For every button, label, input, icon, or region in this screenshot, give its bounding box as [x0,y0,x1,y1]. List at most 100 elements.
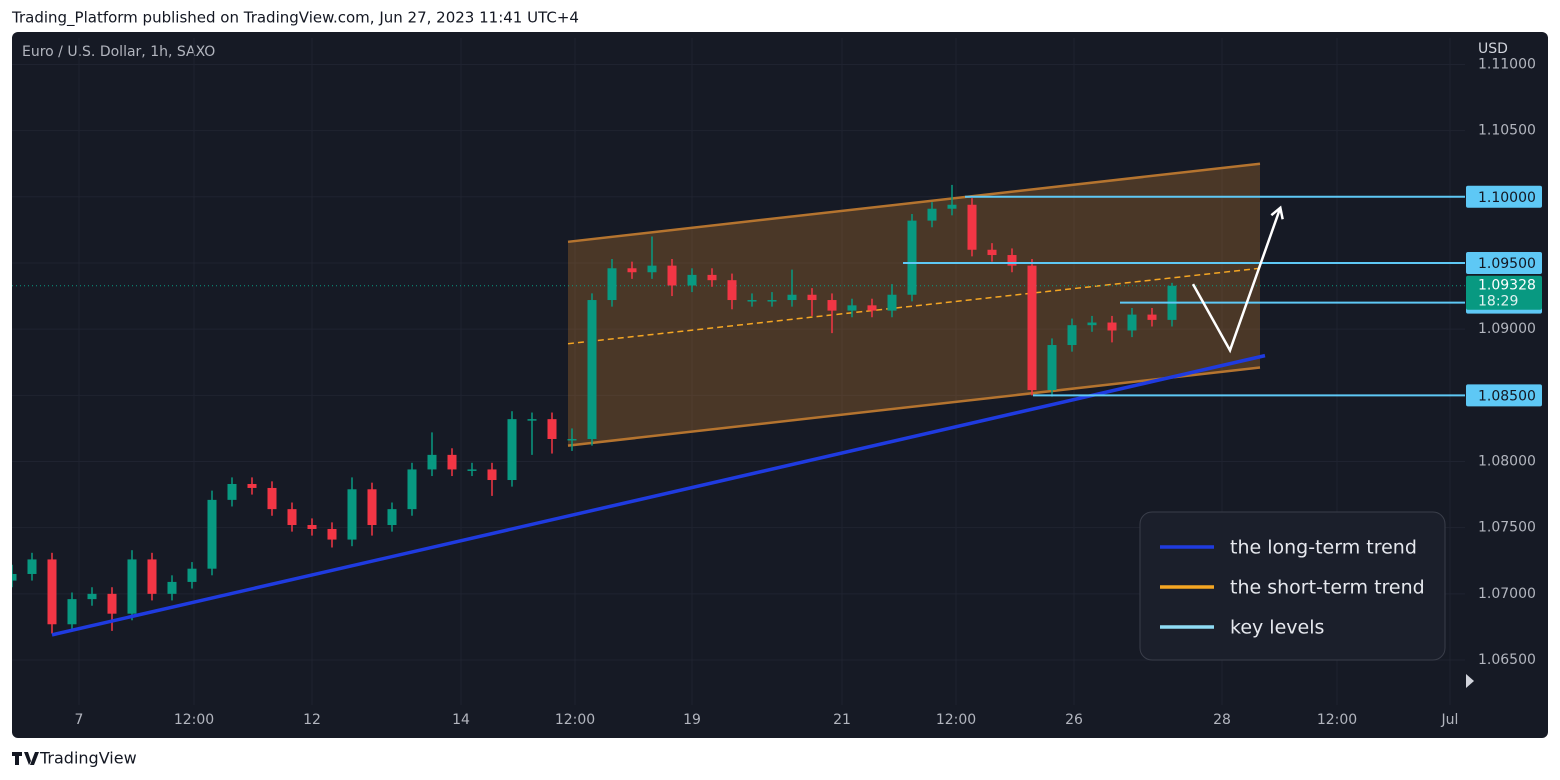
axes: 1.11000 1.10500 1.10000 1.09500 1.09000 1.085… [75,56,1542,728]
candle-body [1027,265,1037,391]
y-tick-label: 1.07500 [1478,520,1536,536]
legend-box [1139,511,1446,661]
candle-body [967,204,977,250]
channel-lower [567,366,1261,447]
candle-body [307,525,317,529]
candle-body [107,593,117,614]
x-tick-label: Jul [1441,712,1459,728]
footer-brand: TradingView [39,749,137,768]
key-level-tag [1466,384,1542,407]
x-tick-label: 12:00 [174,712,214,728]
candle-body [87,593,97,600]
candle-body [67,599,77,625]
candle-body [247,483,257,488]
candle-body [567,438,577,441]
candle-body [787,294,797,301]
x-tick-label: 12:00 [1317,712,1357,728]
candle-body [207,499,217,569]
candle-body [187,568,197,582]
candle-body [807,294,817,301]
key-level-label: 1.10000 [1478,190,1536,206]
x-tick-label: 12:00 [936,712,976,728]
candle-body [367,489,377,526]
legend-label: the short-term trend [1230,577,1425,599]
y-tick-label: 1.06500 [1478,652,1536,668]
candle-body [467,469,477,471]
candle-body [587,300,597,439]
candle-body [487,469,497,481]
candle-body [607,268,617,301]
y-tick-label: 1.07000 [1478,586,1536,602]
x-tick-label: 26 [1065,712,1083,728]
candle-body [427,454,437,470]
candle-body [447,454,457,470]
candle-body [1127,314,1137,331]
last-price-label: 1.09328 [1478,278,1536,294]
key-level-tag [1466,185,1542,208]
currency-unit: USD [1478,41,1508,57]
legend: the long-term trend the short-term trend k… [1139,511,1446,661]
candle-body [707,274,717,281]
x-tick-label: 12 [303,712,321,728]
key-level-tag [1466,251,1542,274]
candle-body [127,559,137,614]
candle-body [267,487,277,510]
candle-body [527,419,537,421]
channel-upper [567,162,1261,244]
candle-body [987,249,997,256]
plot-area [12,162,1465,637]
candle-body [347,489,357,540]
legend-label: the long-term trend [1230,537,1417,559]
candle-body [287,509,297,526]
candle-body [1087,322,1097,326]
candle-body [1147,314,1157,320]
candle-body [1067,325,1077,346]
y-tick-label: 1.09000 [1478,321,1536,337]
candle-body [1007,255,1017,266]
candle-body [47,559,57,625]
candle-body [887,294,897,311]
candle-body [1107,322,1117,331]
candle-body [847,305,857,311]
countdown-label: 18:29 [1478,294,1518,310]
x-tick-label: 12:00 [555,712,595,728]
x-tick-label: 19 [683,712,701,728]
candle-body [507,419,517,481]
candle-body [947,204,957,209]
candle-body [627,268,637,273]
tv-logo [12,752,39,765]
candle-body [407,469,417,510]
candle-body [667,265,677,286]
x-tick-label: 14 [452,712,470,728]
long-term-trend [51,353,1266,637]
candle-body [327,528,337,540]
y-tick-label: 1.10500 [1478,123,1536,139]
candle-body [227,483,237,500]
channel-fill [568,163,1260,446]
candle-body [687,274,697,286]
candle-body [827,300,837,311]
candle-body [867,305,877,311]
candle-body [167,581,177,594]
scroll-arrow[interactable] [1466,674,1474,688]
projection-arrow [1191,209,1280,354]
key-level-label: 1.08500 [1478,388,1536,404]
candle-body [27,559,37,574]
x-tick-label: 7 [75,712,84,728]
x-tick-label: 21 [833,712,851,728]
candle-body [12,573,17,581]
y-tick-label: 1.11000 [1478,56,1536,72]
candle-body [547,419,557,439]
candle-body [907,220,917,295]
candle-body [927,208,937,221]
candle-body [387,509,397,526]
key-level-label: 1.09500 [1478,256,1536,272]
candle-body [747,300,757,302]
candle-body [1047,345,1057,391]
candle-body [647,265,657,273]
publish-info: Trading_Platform published on TradingVie… [11,9,579,28]
candle-body [727,280,737,301]
symbol-title: Euro / U.S. Dollar, 1h, SAXO [22,44,215,60]
